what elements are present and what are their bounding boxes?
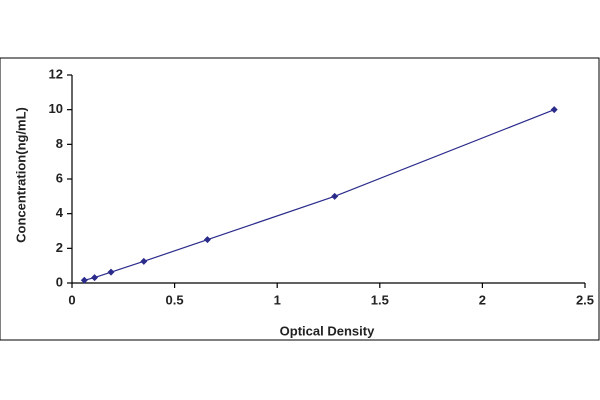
y-axis-label: Concentration(ng/mL) (13, 107, 28, 243)
point (203, 236, 211, 244)
y-tick-label: 8 (56, 136, 63, 151)
point (331, 192, 339, 200)
x-tick-label: 1 (274, 292, 281, 307)
point (107, 268, 115, 276)
point (140, 257, 148, 265)
y-tick-label: 4 (56, 205, 64, 220)
x-tick-label: 1.5 (371, 292, 389, 307)
x-tick-label: 0.5 (166, 292, 184, 307)
point (550, 106, 558, 114)
y-tick-label: 6 (56, 170, 63, 185)
x-tick-label: 2.5 (576, 292, 594, 307)
frame (0, 57, 600, 341)
point (91, 274, 99, 282)
y-tick-label: 0 (56, 274, 63, 289)
y-tick-label: 10 (49, 101, 63, 116)
curve (84, 109, 555, 281)
y-tick-label: 12 (49, 66, 63, 81)
y-tick-label: 2 (56, 240, 63, 255)
point (80, 276, 88, 284)
x-axis-label: Optical Density (280, 323, 375, 338)
x-tick-label: 2 (479, 292, 486, 307)
x-tick-label: 0 (68, 292, 75, 307)
